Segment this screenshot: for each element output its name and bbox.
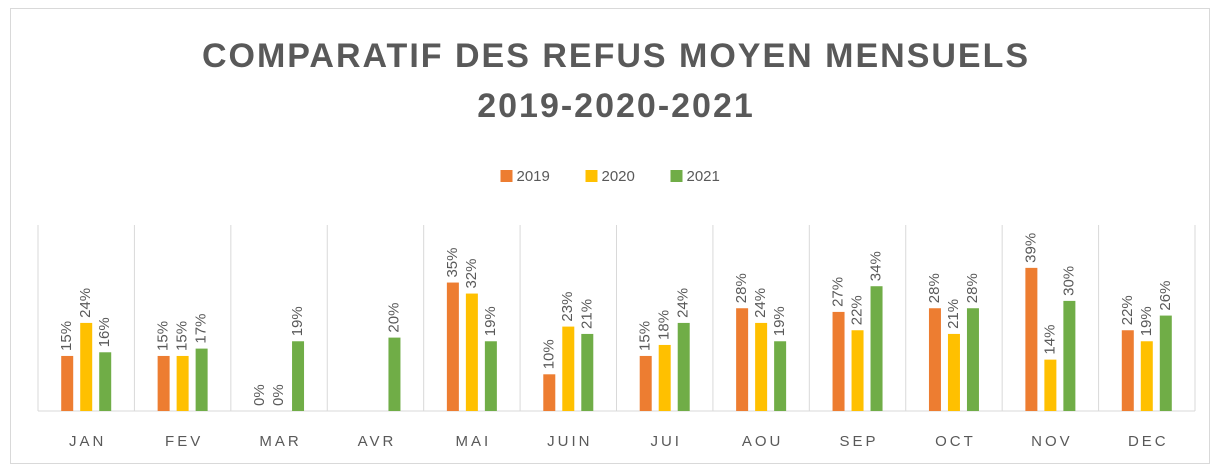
x-tick-label: SEP (840, 433, 879, 450)
bar (292, 341, 305, 411)
data-label: 34% (868, 251, 885, 281)
x-tick-label: JUI (650, 433, 682, 450)
bar (157, 355, 170, 411)
x-tick-label: AOU (742, 433, 784, 450)
bar (947, 333, 960, 411)
legend-label: 2020 (602, 168, 635, 185)
bar (1063, 300, 1076, 411)
bar (543, 374, 556, 411)
x-tick-label: AVR (358, 433, 397, 450)
x-tick-label: MAI (456, 433, 492, 450)
chart-title: 2019-2020-2021 (477, 87, 755, 125)
bar (1025, 267, 1038, 411)
bar (581, 333, 594, 411)
bar (1159, 315, 1172, 411)
data-label: 30% (1060, 266, 1077, 296)
bar (176, 355, 189, 411)
data-label: 27% (830, 277, 847, 307)
data-label: 20% (385, 303, 402, 333)
bar (870, 286, 883, 411)
data-label: 18% (656, 310, 673, 340)
data-label: 19% (1138, 306, 1155, 336)
data-label: 23% (559, 292, 576, 322)
data-label: 22% (849, 295, 866, 325)
bar (562, 326, 575, 411)
x-tick-label: NOV (1031, 433, 1073, 450)
data-label: 14% (1041, 325, 1058, 355)
data-label: 28% (926, 273, 943, 303)
x-tick-label: DEC (1128, 433, 1169, 450)
data-label: 35% (444, 248, 461, 278)
legend-swatch (670, 170, 683, 182)
chart-border (10, 8, 1210, 464)
bar (195, 348, 208, 411)
x-tick-label: FEV (165, 433, 203, 450)
bar (1140, 341, 1153, 411)
data-label: 15% (58, 321, 75, 351)
bar (966, 308, 979, 411)
bar (484, 341, 497, 411)
data-label: 28% (964, 273, 981, 303)
bar (1121, 330, 1134, 411)
data-label: 28% (733, 273, 750, 303)
data-label: 10% (540, 339, 557, 369)
bar (80, 322, 93, 411)
bar (99, 352, 112, 411)
bar (465, 293, 478, 411)
bar (388, 337, 401, 411)
data-label: 21% (945, 299, 962, 329)
data-label: 24% (675, 288, 692, 318)
legend-swatch (500, 170, 513, 182)
data-label: 26% (1157, 281, 1174, 311)
bar (639, 355, 652, 411)
bar (851, 330, 864, 411)
x-tick-label: JUIN (547, 433, 592, 450)
x-tick-label: MAR (259, 433, 301, 450)
bar (736, 308, 749, 411)
bar (677, 322, 690, 411)
data-label: 0% (251, 384, 268, 406)
data-label: 17% (193, 314, 210, 344)
data-label: 19% (482, 306, 499, 336)
data-label: 22% (1119, 295, 1136, 325)
data-label: 19% (289, 306, 306, 336)
data-label: 32% (463, 259, 480, 289)
data-label: 21% (578, 299, 595, 329)
data-label: 0% (270, 384, 287, 406)
data-label: 15% (174, 321, 191, 351)
data-label: 24% (752, 288, 769, 318)
legend-label: 2021 (687, 168, 720, 185)
bar (928, 308, 941, 411)
bar (1044, 359, 1057, 411)
data-label: 15% (637, 321, 654, 351)
bar (446, 282, 459, 411)
data-label: 16% (96, 317, 113, 347)
bar (658, 344, 671, 411)
bar (774, 341, 787, 411)
bar (755, 322, 768, 411)
data-label: 15% (155, 321, 172, 351)
legend-swatch (585, 170, 598, 182)
legend-label: 2019 (517, 168, 550, 185)
x-tick-label: OCT (935, 433, 976, 450)
x-tick-label: JAN (69, 433, 106, 450)
bar (832, 311, 845, 411)
data-label: 24% (77, 288, 94, 318)
data-label: 39% (1022, 233, 1039, 263)
bar (61, 355, 74, 411)
chart-title: COMPARATIF DES REFUS MOYEN MENSUELS (202, 37, 1030, 75)
data-label: 19% (771, 306, 788, 336)
